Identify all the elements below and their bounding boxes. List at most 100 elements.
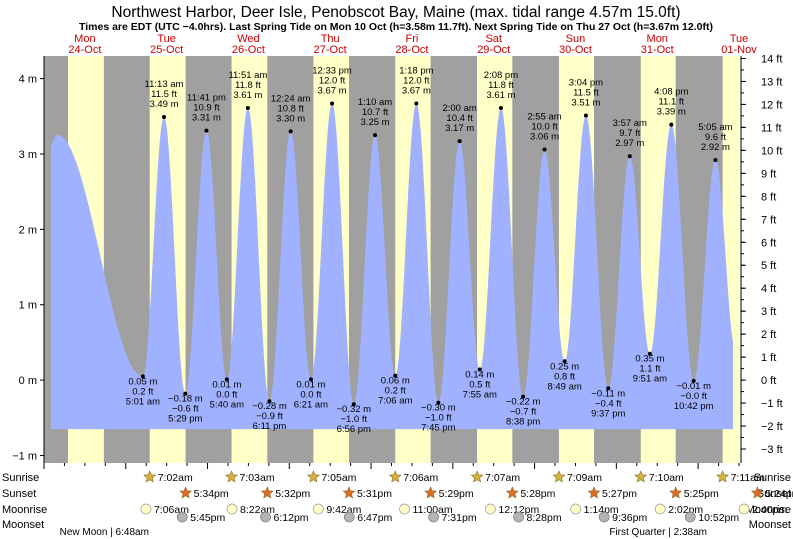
moonset-icon [428, 511, 439, 523]
tide-label: 3.31 m [192, 113, 221, 124]
high-tide-point [498, 106, 503, 111]
tide-label: 6:21 am [294, 399, 328, 410]
tide-label: 11.8 ft [235, 80, 261, 91]
tide-curve [50, 103, 733, 430]
low-tide-point [267, 399, 272, 404]
sunset-time: 5:32pm [275, 488, 310, 500]
sunrise-time: 7:10am [649, 472, 684, 484]
day-date-label: 30-Oct [559, 44, 592, 56]
tide-label: 9:51 am [633, 374, 667, 385]
right-axis-tick-label: 10 ft [761, 145, 782, 157]
moonrise-icon [485, 503, 496, 515]
tide-label: 9.7 ft [619, 128, 640, 139]
right-axis-tick-label: 6 ft [761, 237, 776, 249]
tide-label: 0.01 m [212, 379, 241, 390]
tide-label: 11:13 am [145, 79, 184, 90]
high-tide-point [288, 129, 293, 134]
sunset-icon [260, 486, 274, 499]
tide-label: 10.4 ft [446, 113, 473, 124]
moonset-time: 7:31pm [442, 512, 477, 524]
tide-label: 12.0 ft [319, 75, 346, 86]
tide-label: 2:00 am [442, 103, 476, 114]
tide-label: 9:37 pm [591, 408, 625, 419]
tide-label: 3.17 m [445, 123, 474, 134]
tide-label: 12:24 am [271, 93, 311, 104]
tide-label: 10.7 ft [362, 107, 389, 118]
moonset-icon [260, 511, 271, 523]
tide-label: 3.61 m [486, 90, 515, 101]
moonset-time: 5:45pm [190, 512, 225, 524]
sunset-icon [179, 486, 193, 499]
sunrise-time: 7:07am [485, 472, 520, 484]
tide-label: −0.30 m [421, 403, 456, 414]
moonset-time: 6:47pm [357, 512, 392, 524]
astronomy-rows: Sunrise Sunrise Sunset Sunset Moonrise Moonri… [2, 470, 793, 538]
day-date-label: 31-Oct [641, 44, 674, 56]
low-tide-point [224, 377, 229, 382]
sunrise-icon [143, 470, 157, 483]
tide-label: 7:45 pm [421, 423, 455, 434]
tide-label: 0.2 ft [132, 386, 153, 397]
tide-label: 5:40 am [210, 399, 244, 410]
low-tide-point [477, 367, 482, 372]
high-tide-point [204, 128, 209, 133]
tide-label: 6:11 pm [253, 421, 287, 432]
sunset-icon [424, 486, 438, 499]
tide-label: −0.0 ft [680, 391, 707, 402]
tide-label: 10.9 ft [193, 103, 220, 114]
day-date-label: 26-Oct [232, 44, 265, 56]
axes: −1 m 0 m 1 m 2 m 3 m 4 m −3 ft −2 ft −1 ft 0 ft 1 … [12, 53, 783, 469]
low-tide-point [308, 377, 313, 382]
tide-label: 0.01 m [296, 379, 325, 390]
tide-label: 3.30 m [276, 113, 305, 124]
moonset-icon [598, 511, 610, 523]
tide-label: −1.0 ft [340, 414, 367, 425]
right-axis-tick-label: 2 ft [761, 329, 776, 341]
right-axis-tick-label: 8 ft [761, 191, 776, 203]
moonrise-icon [140, 503, 152, 515]
right-axis-tick-label: 7 ft [761, 214, 776, 226]
high-tide-point [373, 133, 378, 138]
tide-label: 3.67 m [402, 85, 431, 96]
high-tide-point [161, 115, 166, 120]
tide-label: −0.22 m [506, 397, 541, 408]
tide-label: 11.8 ft [488, 80, 514, 91]
tide-label: −0.32 m [336, 404, 371, 415]
sunset-icon [587, 486, 601, 499]
tide-label: 3.49 m [149, 99, 178, 110]
right-axis-tick-label: −1 ft [761, 398, 783, 410]
tide-label: 0.14 m [465, 370, 494, 381]
tide-label: 7:55 am [463, 390, 497, 401]
moonset-time: 10:52pm [698, 512, 739, 524]
sunset-icon [750, 486, 764, 499]
moonset-time: 6:12pm [274, 512, 309, 524]
day-of-week-label: Tue [730, 33, 749, 45]
day-of-week-label: Mon [74, 33, 95, 45]
sunrise-time: 7:05am [321, 472, 356, 484]
sunrise-icon [634, 470, 648, 483]
sunset-time: 5:34pm [194, 488, 229, 500]
tide-label: −0.7 ft [510, 407, 537, 418]
sunset-icon [669, 486, 683, 499]
tide-label: 1.1 ft [639, 364, 660, 375]
tide-label: 12:33 pm [312, 65, 352, 76]
tide-label: 5:05 am [698, 122, 732, 133]
right-axis-tick-label: 3 ft [761, 306, 776, 318]
sunrise-time: 7:02am [158, 472, 193, 484]
tide-label: −1.0 ft [425, 413, 452, 424]
moonset-icon [343, 511, 355, 523]
sunrise-time: 7:11am [731, 472, 765, 484]
low-tide-point [183, 391, 188, 396]
tide-label: 2.97 m [615, 138, 644, 149]
sunrise-icon [306, 470, 320, 483]
tide-label: 0.0 ft [300, 389, 321, 400]
sunrise-icon [470, 470, 484, 483]
low-tide-point [436, 400, 441, 405]
right-axis-tick-label: 4 ft [761, 283, 776, 295]
tide-label: 2:08 pm [484, 70, 518, 81]
tide-label: 1:18 pm [399, 65, 433, 76]
tide-label: −0.9 ft [256, 411, 283, 422]
right-axis-tick-label: 0 ft [761, 375, 776, 387]
day-of-week-label: Wed [237, 33, 259, 45]
